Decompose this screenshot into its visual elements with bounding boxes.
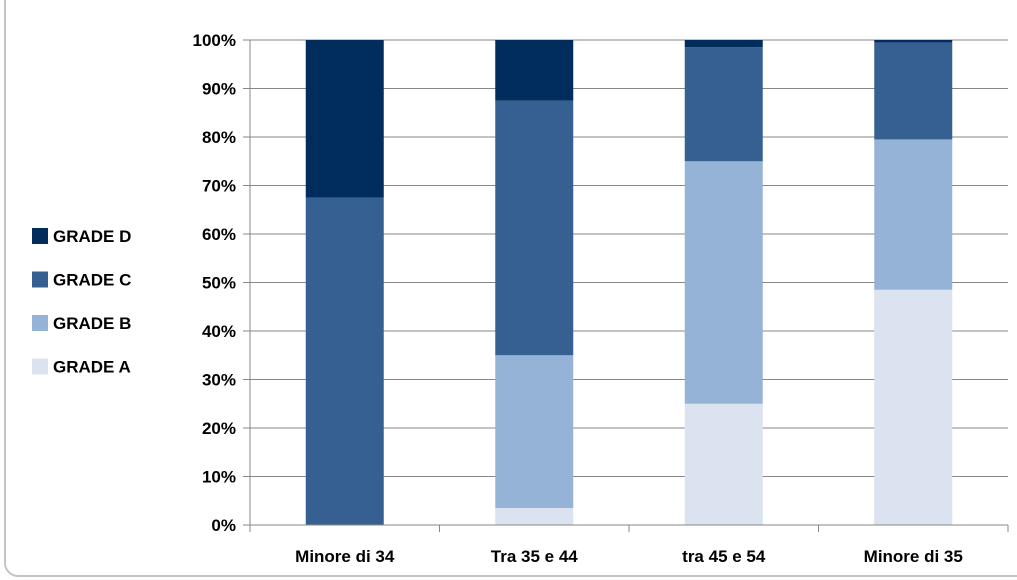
bar-segment-grade-d [305, 40, 384, 198]
y-tick-label: 70% [202, 177, 236, 196]
x-tick-label: Minore di 34 [295, 547, 395, 566]
x-tick-label: Minore di 35 [864, 547, 963, 566]
legend-swatch [32, 315, 48, 331]
bar-segment-grade-b [874, 139, 953, 290]
bar-segment-grade-c [495, 100, 574, 356]
y-tick-label: 10% [202, 468, 236, 487]
bar-segment-grade-c [684, 47, 763, 162]
legend-label: GRADE C [53, 271, 131, 290]
bar-segment-grade-d [874, 40, 953, 43]
bar-segment-grade-b [495, 355, 574, 509]
bar-segment-grade-c [874, 42, 953, 140]
legend-label: GRADE A [53, 358, 131, 377]
x-tick-label: Tra 35 e 44 [491, 547, 579, 566]
legend-swatch [32, 228, 48, 244]
bar-segment-grade-c [305, 197, 384, 525]
bar-segment-grade-d [495, 40, 574, 101]
bar-segment-grade-b [684, 161, 763, 404]
legend: GRADE D GRADE C GRADE B GRADE A [32, 227, 131, 377]
bar-segment-grade-d [684, 40, 763, 48]
y-tick-label: 50% [202, 274, 236, 293]
bar-segment-grade-a [684, 403, 763, 525]
legend-label: GRADE D [53, 227, 131, 246]
axis-layer: 0% 10% 20% 30% 40% 50% 60% 70% 80% 90% 100% Minore … [193, 31, 1009, 566]
y-tick-label: 40% [202, 322, 236, 341]
y-tick-label: 60% [202, 225, 236, 244]
bar-segment-grade-a [874, 289, 953, 525]
legend-swatch [32, 271, 48, 288]
x-tick-label: tra 45 e 54 [682, 547, 766, 566]
y-tick-label: 20% [202, 419, 236, 438]
y-tick-label: 80% [202, 128, 236, 147]
bars-layer [305, 40, 953, 525]
y-tick-label: 100% [193, 31, 236, 50]
legend-label: GRADE B [53, 314, 131, 333]
y-tick-label: 30% [202, 371, 236, 390]
chart-frame [4, 0, 1017, 577]
bar-segment-grade-a [495, 508, 574, 525]
legend-swatch [32, 358, 48, 375]
y-tick-label: 90% [202, 80, 236, 99]
y-tick-label: 0% [211, 516, 236, 535]
